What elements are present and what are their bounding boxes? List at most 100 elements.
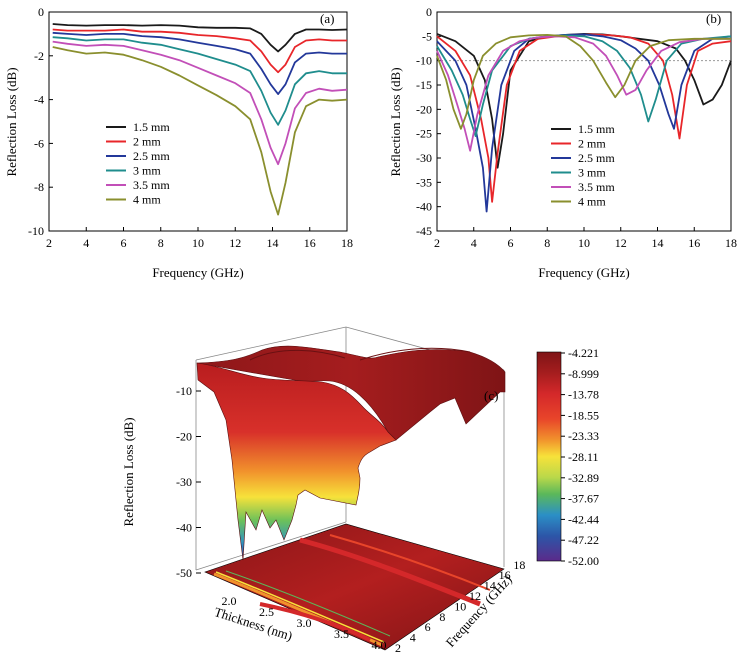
x-tick-label: 8 — [544, 236, 550, 250]
frequency-tick-label: 8 — [439, 610, 445, 624]
panel-c-ridges — [249, 347, 471, 361]
series-line-3-mm — [52, 36, 347, 126]
panel-b-ylabel: Reflection Loss (dB) — [388, 67, 403, 176]
colorbar-label: -32.89 — [568, 471, 599, 485]
panel-b-xlabel: Frequency (GHz) — [538, 265, 629, 280]
x-tick-label: 4 — [471, 236, 477, 250]
z-tick-label: -10 — [176, 384, 192, 398]
colorbar-label: -23.33 — [568, 429, 599, 443]
y-tick-label: 0 — [38, 5, 44, 19]
y-tick-label: -2 — [34, 49, 44, 63]
y-tick-label: -4 — [34, 93, 44, 107]
frequency-tick-label: 10 — [454, 599, 466, 613]
x-tick-label: 2 — [46, 236, 52, 250]
legend-label: 3.5 mm — [578, 180, 615, 194]
panel-c-zlabel: Reflection Loss (dB) — [121, 417, 136, 526]
thickness-tick-label: 2.0 — [222, 594, 237, 608]
panel-c-floor-bands — [213, 534, 491, 647]
frequency-tick-label: 4 — [410, 631, 416, 645]
legend-label: 4 mm — [133, 193, 161, 207]
x-tick-label: 16 — [688, 236, 700, 250]
frequency-tick-label: 18 — [513, 558, 525, 572]
frequency-tick-label: 16 — [499, 568, 511, 582]
z-tick-label: -50 — [176, 566, 192, 580]
colorbar-label: -37.67 — [568, 492, 599, 506]
z-tick-label: -40 — [176, 521, 192, 535]
legend-label: 3 mm — [578, 166, 606, 180]
legend-label: 4 mm — [578, 195, 606, 209]
panel-a-label: (a) — [320, 11, 334, 26]
series-line-2-5-mm — [436, 33, 732, 213]
x-tick-label: 18 — [725, 236, 737, 250]
x-tick-label: 10 — [578, 236, 590, 250]
colorbar-label: -28.11 — [568, 450, 599, 464]
y-tick-label: -15 — [416, 78, 432, 92]
frequency-tick-label: 14 — [484, 579, 496, 593]
panel-c-colorbar — [536, 351, 562, 562]
legend-label: 3.5 mm — [133, 178, 170, 192]
panel-a-legend: 1.5 mm2 mm2.5 mm3 mm3.5 mm4 mm — [106, 120, 170, 207]
series-line-4-mm — [436, 34, 731, 130]
z-tick-label: -30 — [176, 475, 192, 489]
panel-b-label: (b) — [706, 11, 721, 26]
z-tick-label: -20 — [176, 430, 192, 444]
x-tick-label: 18 — [341, 236, 353, 250]
thickness-tick-label: 2.5 — [259, 605, 274, 619]
x-tick-label: 2 — [434, 236, 440, 250]
x-tick-label: 10 — [192, 236, 204, 250]
y-tick-label: -25 — [416, 127, 432, 141]
y-tick-label: -35 — [416, 175, 432, 189]
series-line-2-5-mm — [52, 31, 347, 95]
legend-label: 1.5 mm — [578, 122, 615, 136]
frequency-tick-label: 2 — [395, 641, 401, 655]
thickness-tick-label: 3.5 — [334, 627, 349, 641]
legend-label: 1.5 mm — [133, 120, 170, 134]
y-tick-label: -40 — [416, 200, 432, 214]
panel-c-surface-front — [196, 362, 397, 561]
x-tick-label: 16 — [304, 236, 316, 250]
x-tick-label: 4 — [83, 236, 89, 250]
series-line-2-mm — [52, 28, 347, 74]
series-line-3-5-mm — [52, 40, 348, 166]
y-tick-label: -20 — [416, 102, 432, 116]
y-tick-label: -10 — [416, 54, 432, 68]
colorbar-label: -4.221 — [568, 346, 599, 360]
colorbar-label: -52.00 — [568, 554, 599, 568]
legend-label: 3 mm — [133, 164, 161, 178]
series-line-3-mm — [436, 34, 732, 137]
legend-label: 2.5 mm — [578, 151, 615, 165]
y-tick-label: -5 — [422, 29, 432, 43]
x-tick-label: 12 — [615, 236, 627, 250]
y-tick-label: -10 — [28, 224, 44, 238]
panel-c: -10 -20 -30 -40 -50 Reflection Loss (dB) (c)… — [121, 326, 599, 655]
x-tick-label: 14 — [652, 236, 664, 250]
panel-c-floor-contour — [204, 523, 505, 651]
panel-c-label: (c) — [484, 388, 498, 403]
x-tick-label: 12 — [229, 236, 241, 250]
series-line-1-5-mm — [52, 23, 348, 53]
y-tick-label: -30 — [416, 151, 432, 165]
y-tick-label: -6 — [34, 136, 44, 150]
x-tick-label: 6 — [121, 236, 127, 250]
frequency-tick-label: 12 — [469, 589, 481, 603]
legend-label: 2.5 mm — [133, 149, 170, 163]
colorbar-label: -42.44 — [568, 512, 599, 526]
panel-b-legend: 1.5 mm2 mm2.5 mm3 mm3.5 mm4 mm — [551, 122, 615, 209]
colorbar-label: -13.78 — [568, 388, 599, 402]
y-tick-label: 0 — [426, 5, 432, 19]
colorbar-label: -47.22 — [568, 533, 599, 547]
x-tick-label: 14 — [267, 236, 279, 250]
legend-label: 2 mm — [578, 137, 606, 151]
x-tick-label: 8 — [158, 236, 164, 250]
thickness-tick-label: 3.0 — [297, 616, 312, 630]
series-line-4-mm — [52, 46, 348, 216]
panel-a-ylabel: Reflection Loss (dB) — [4, 67, 19, 176]
x-tick-label: 6 — [508, 236, 514, 250]
frequency-tick-label: 6 — [425, 620, 431, 634]
colorbar-label: -8.999 — [568, 367, 599, 381]
colorbar-label: -18.55 — [568, 408, 599, 422]
panel-a: 2 4 6 8 10 12 14 16 18 0 -2 -4 -6 -8 -10 (a) Frequency… — [4, 5, 353, 280]
legend-label: 2 mm — [133, 135, 161, 149]
panel-b: 2 4 6 8 10 12 14 16 18 0 -5 -10 -15 -20 -25 -30 -35 -40 -4… — [388, 5, 737, 280]
